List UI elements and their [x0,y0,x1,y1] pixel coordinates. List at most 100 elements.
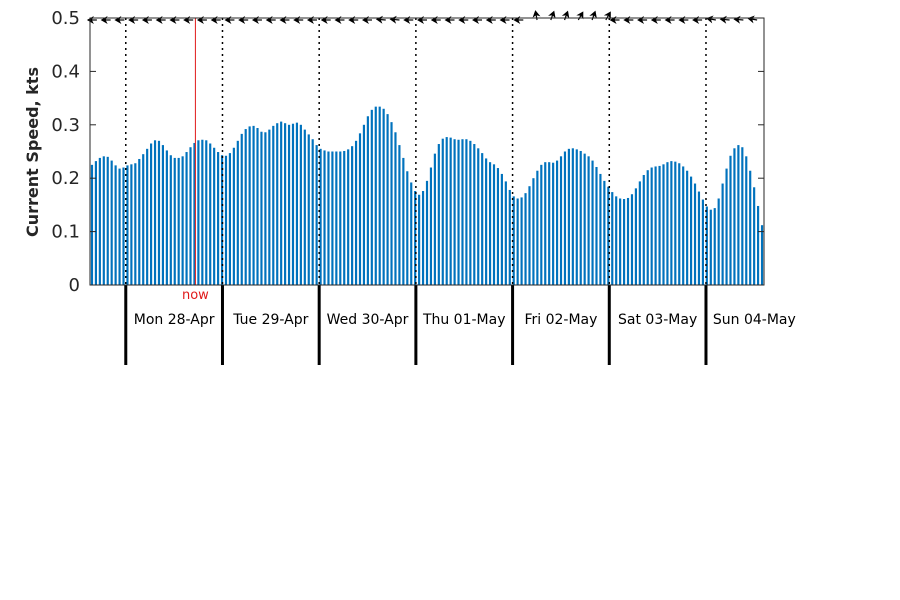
bar [544,162,547,285]
bar [280,121,283,285]
bar [134,163,137,285]
bar [130,164,133,285]
bar [512,196,515,285]
bar [232,147,235,285]
bar [386,114,389,286]
bar [209,143,212,285]
bar [106,156,109,285]
bar [102,156,105,285]
direction-arrow [532,10,541,21]
bar [228,153,232,285]
bar [615,196,618,285]
bar [646,170,649,285]
direction-arrow [576,11,584,21]
bar [358,133,362,285]
bar [757,205,760,285]
bar [295,122,299,285]
bar [244,129,247,285]
bar [457,139,460,285]
bar [236,140,239,285]
bar [142,154,145,285]
bar [496,168,500,285]
bar [94,161,97,285]
direction-arrow [561,10,570,21]
bar [138,158,141,285]
bar [591,160,594,285]
bar [622,199,626,285]
bar [693,183,697,285]
bar [548,162,551,285]
bar [630,194,634,285]
bar [540,164,543,285]
arrow-head [589,10,597,19]
day-label: Mon 28-Apr [134,312,215,328]
bar [90,164,94,285]
bar [508,189,511,285]
bar [555,160,559,285]
bar [445,137,448,285]
bar [709,209,712,285]
y-axis-label: Current Speed, kts [23,67,42,237]
bar [437,144,440,285]
bar [98,157,101,285]
bar [433,153,436,285]
bar [110,160,113,285]
bar [122,167,125,285]
bar [150,143,153,285]
bar [264,132,267,285]
bar [638,181,641,285]
bar [654,166,657,285]
bar [410,182,413,285]
bar [682,166,685,285]
bar [686,170,689,285]
day-label: Tue 29-Apr [232,312,308,328]
bar [520,197,523,285]
bar [287,124,291,285]
bar [272,125,275,286]
bar [753,187,756,285]
bar [354,140,358,285]
bar [461,139,464,285]
bar [607,186,610,285]
bar [335,151,338,285]
bar [721,183,724,285]
bar [193,142,196,285]
bar [737,145,740,285]
bar [351,146,354,285]
bar [678,163,681,285]
bar [177,157,180,285]
axes [89,17,765,286]
bar [161,145,164,285]
bar [729,155,732,285]
bar [674,161,677,285]
bar [299,124,302,285]
now-indicator: now [182,18,209,303]
bar [181,156,184,285]
bar [240,133,243,285]
bar [284,123,287,285]
bar [169,155,172,285]
y-tick-label: 0.4 [51,61,80,82]
bar [516,198,519,285]
bar [291,123,295,285]
day-label: Thu 01-May [422,312,506,328]
bar [552,162,555,285]
day-dividers [124,18,708,365]
bar [126,165,129,285]
bar [327,151,330,285]
bar [741,147,744,285]
y-tick-label: 0.2 [51,168,80,189]
y-tick-label: 0.1 [51,222,80,243]
y-tick-label: 0.3 [51,115,80,136]
bar [256,128,259,285]
direction-arrow [603,11,611,21]
bar [477,148,480,285]
bar [118,168,121,285]
plot-frame [89,17,765,286]
bar [697,191,701,285]
bar [658,165,661,285]
arrow-head [603,11,611,20]
bar [626,197,630,285]
bar [670,161,673,285]
